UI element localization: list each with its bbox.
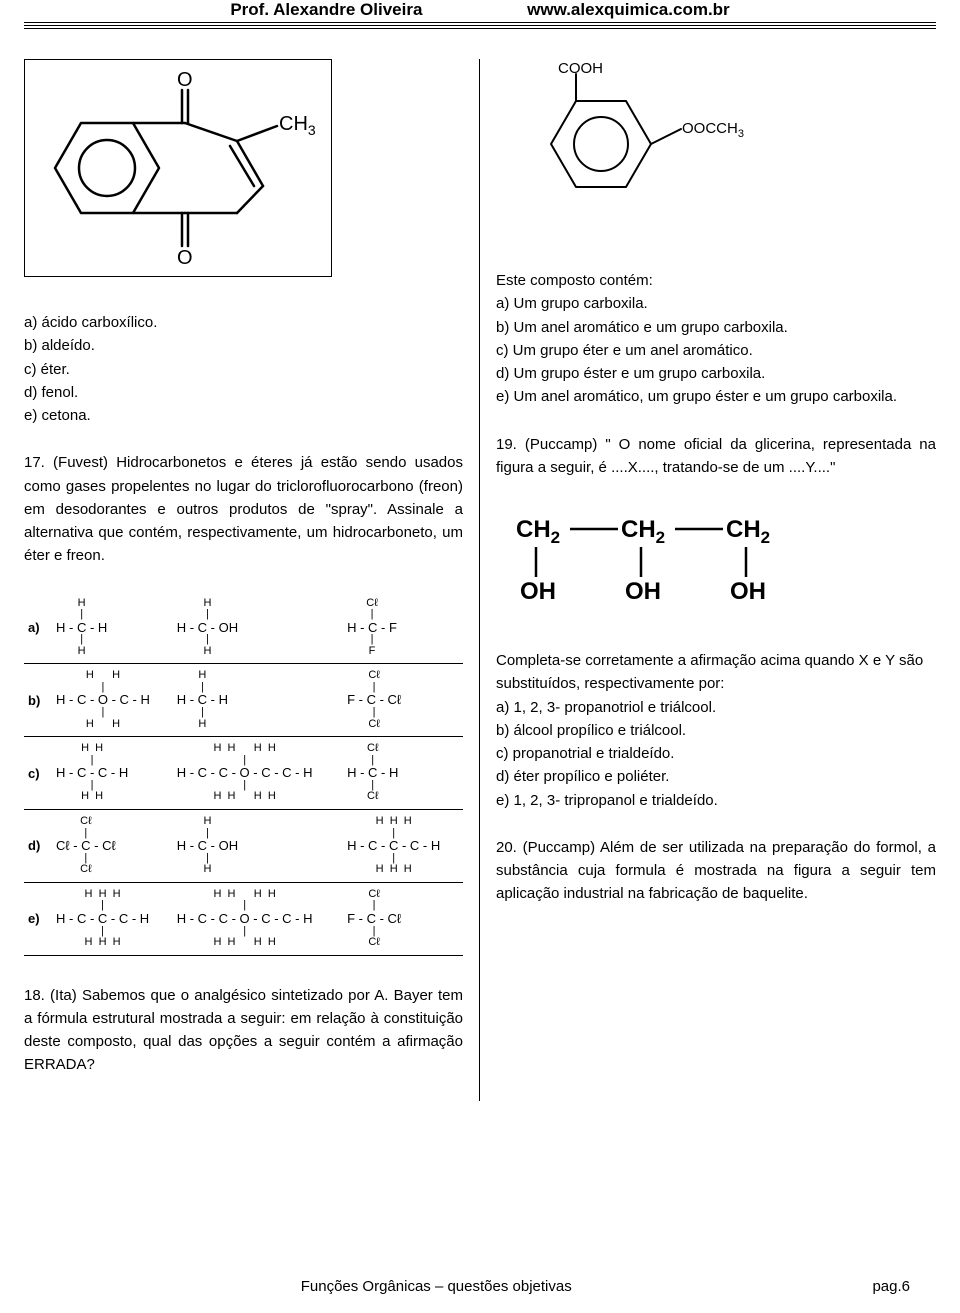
label-o-bottom: O [177, 247, 193, 268]
q18-text: 18. (Ita) Sabemos que o analgésico sinte… [24, 984, 463, 1077]
q18-opt-c: c) Um grupo éter e um anel aromático. [496, 339, 936, 362]
q16-opt-d: d) fenol. [24, 381, 463, 404]
label-cooh: COOH [558, 60, 603, 77]
structure-cell: H|H - C - OH|H [173, 809, 343, 882]
q16-opt-a: a) ácido carboxílico. [24, 311, 463, 334]
svg-text:OH: OH [625, 578, 661, 605]
structure-q19-box: CH2 CH2 CH2 OH OH OH [506, 509, 936, 609]
row-label: b) [24, 664, 52, 737]
structure-cell: H H H|H - C - C - C - H|H H H [343, 809, 463, 882]
q19-intro: Completa-se corretamente a afirmação aci… [496, 649, 936, 696]
structure-q16-box: O O CH3 [24, 59, 332, 277]
q19-text: 19. (Puccamp) " O nome oficial da glicer… [496, 433, 936, 480]
q19-opt-e: e) 1, 2, 3- tripropanol e trialdeído. [496, 789, 936, 812]
q18-opt-e: e) Um anel aromático, um grupo éster e u… [496, 385, 936, 408]
page-footer: Funções Orgânicas – questões objetivas p… [0, 1278, 960, 1295]
page-container: Prof. Alexandre Oliveira www.alexquimica… [0, 0, 960, 1313]
page-header: Prof. Alexandre Oliveira www.alexquimica… [24, 0, 936, 29]
q17-text: 17. (Fuvest) Hidrocarbonetos e éteres já… [24, 451, 463, 567]
q17-table: a)H|H - C - H|HH|H - C - OH|HCℓ|H - C - … [24, 592, 463, 956]
structure-cell: H H|H - C - C - H|H H [52, 737, 173, 810]
svg-text:CH2: CH2 [516, 516, 560, 547]
q18-opt-a: a) Um grupo carboxila. [496, 292, 936, 315]
table-row: e)H H H|H - C - C - C - H|H H HH H H H|H… [24, 882, 463, 955]
svg-text:OH: OH [520, 578, 556, 605]
header-site: www.alexquimica.com.br [527, 0, 730, 20]
q19-opt-c: c) propanotrial e trialdeído. [496, 742, 936, 765]
q19-opt-d: d) éter propílico e poliéter. [496, 765, 936, 788]
label-oocch3: OOCCH3 [682, 120, 744, 140]
q18-options: Este composto contém: a) Um grupo carbox… [496, 269, 936, 409]
svg-text:CH2: CH2 [726, 516, 770, 547]
structure-cell: H H H H|H - C - C - O - C - C - H|H H H … [173, 737, 343, 810]
row-label: e) [24, 882, 52, 955]
q20-text: 20. (Puccamp) Além de ser utilizada na p… [496, 836, 936, 906]
structure-cell: Cℓ|F - C - Cℓ|Cℓ [343, 882, 463, 955]
row-label: a) [24, 592, 52, 664]
footer-page: pag.6 [872, 1278, 910, 1295]
structure-cell: H|H - C - OH|H [173, 592, 343, 664]
structure-cell: H H H H|H - C - C - O - C - C - H|H H H … [173, 882, 343, 955]
structure-q18-box: COOH OOCCH3 [496, 59, 936, 229]
q19-options: Completa-se corretamente a afirmação aci… [496, 649, 936, 812]
svg-text:CH2: CH2 [621, 516, 665, 547]
q19-opt-b: b) álcool propílico e triálcool. [496, 719, 936, 742]
structure-cell: Cℓ|H - C - F|F [343, 592, 463, 664]
structure-cell: Cℓ|H - C - H|Cℓ [343, 737, 463, 810]
structure-cell: H H|H - C - O - C - H|H H [52, 664, 173, 737]
structure-q19-svg: CH2 CH2 CH2 OH OH OH [506, 509, 806, 609]
structure-cell: H H H|H - C - C - C - H|H H H [52, 882, 173, 955]
footer-title: Funções Orgânicas – questões objetivas [301, 1278, 572, 1295]
structure-cell: H|H - C - H|H [173, 664, 343, 737]
structure-cell: H|H - C - H|H [52, 592, 173, 664]
two-column-layout: O O CH3 a) ácido carboxílico. b) aldeído… [24, 59, 936, 1101]
left-column: O O CH3 a) ácido carboxílico. b) aldeído… [24, 59, 480, 1101]
row-label: d) [24, 809, 52, 882]
table-row: a)H|H - C - H|HH|H - C - OH|HCℓ|H - C - … [24, 592, 463, 664]
q16-opt-c: c) éter. [24, 358, 463, 381]
table-row: d)Cℓ|Cℓ - C - Cℓ|CℓH|H - C - OH|HH H H|H… [24, 809, 463, 882]
structure-q16-svg: O O CH3 [33, 68, 323, 268]
q18-opt-b: b) Um anel aromático e um grupo carboxil… [496, 316, 936, 339]
table-row: c)H H|H - C - C - H|H HH H H H|H - C - C… [24, 737, 463, 810]
right-column: COOH OOCCH3 Este composto contém: a) Um … [480, 59, 936, 1101]
structure-q18-svg: COOH OOCCH3 [496, 59, 756, 229]
header-author: Prof. Alexandre Oliveira [230, 0, 422, 20]
header-inner: Prof. Alexandre Oliveira www.alexquimica… [24, 0, 936, 23]
structure-cell: Cℓ|F - C - Cℓ|Cℓ [343, 664, 463, 737]
svg-text:OH: OH [730, 578, 766, 605]
q18-opt-d: d) Um grupo éster e um grupo carboxila. [496, 362, 936, 385]
q18-intro: Este composto contém: [496, 269, 936, 292]
label-o-top: O [177, 69, 193, 91]
q16-opt-b: b) aldeído. [24, 334, 463, 357]
q19-opt-a: a) 1, 2, 3- propanotriol e triálcool. [496, 696, 936, 719]
table-row: b)H H|H - C - O - C - H|H HH|H - C - H|H… [24, 664, 463, 737]
q16-options: a) ácido carboxílico. b) aldeído. c) éte… [24, 311, 463, 427]
structure-cell: Cℓ|Cℓ - C - Cℓ|Cℓ [52, 809, 173, 882]
row-label: c) [24, 737, 52, 810]
q16-opt-e: e) cetona. [24, 404, 463, 427]
